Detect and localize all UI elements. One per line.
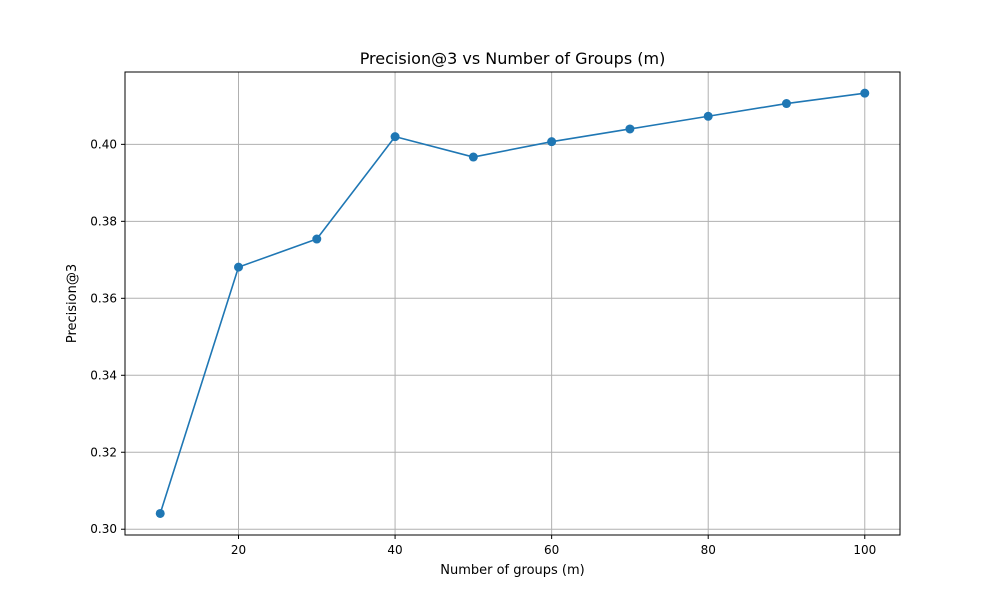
grid: [125, 72, 900, 535]
y-tick-label: 0.32: [90, 445, 117, 459]
x-tick-label: 40: [387, 543, 402, 557]
data-point: [625, 124, 635, 134]
data-point: [390, 132, 400, 142]
y-tick-label: 0.30: [90, 522, 117, 536]
y-tick-label: 0.36: [90, 291, 117, 305]
y-axis-label: Precision@3: [65, 264, 80, 343]
data-point: [781, 99, 791, 109]
data-point: [547, 137, 557, 147]
x-tick-label: 20: [231, 543, 246, 557]
x-tick-label: 80: [701, 543, 716, 557]
chart-title: Precision@3 vs Number of Groups (m): [360, 49, 666, 68]
y-tick-label: 0.34: [90, 368, 117, 382]
x-tick-label: 100: [853, 543, 876, 557]
data-point: [312, 234, 322, 244]
data-point: [703, 111, 713, 121]
data-point: [234, 262, 244, 272]
data-point: [468, 152, 478, 162]
data-point: [860, 88, 870, 98]
x-axis-label: Number of groups (m): [440, 563, 585, 578]
ticks: 20 40 60 80 100 0.30 0.32 0.34 0.36 0.38 0.40: [90, 137, 876, 557]
series-layer: [155, 88, 870, 518]
plot-frame: [124, 71, 901, 536]
data-point: [155, 508, 165, 518]
y-tick-label: 0.38: [90, 214, 117, 228]
series-line: [159, 92, 865, 514]
y-tick-label: 0.40: [90, 137, 117, 151]
x-tick-label: 60: [544, 543, 559, 557]
